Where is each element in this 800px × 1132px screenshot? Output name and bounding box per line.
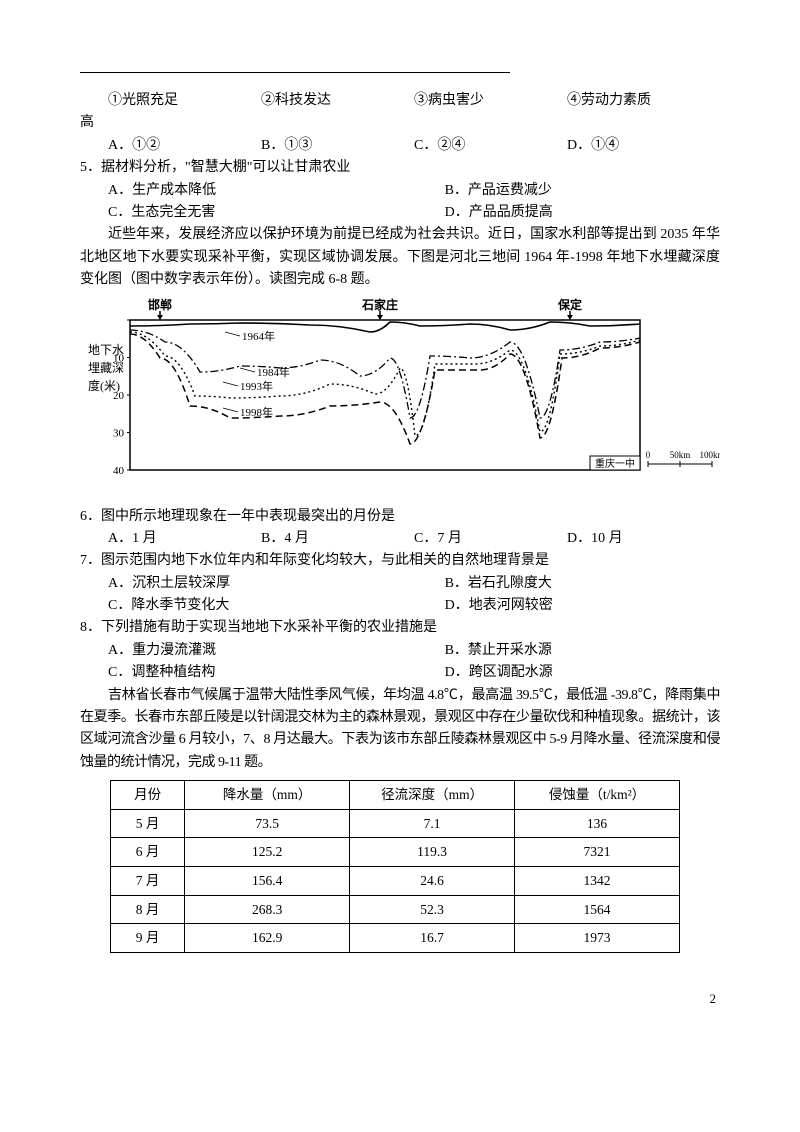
- q8-row2: C．调整种植结构 D．跨区调配水源: [80, 662, 720, 684]
- table-cell: 1564: [515, 895, 680, 924]
- svg-text:50km: 50km: [670, 450, 691, 460]
- q8-opt-a: A．重力漫流灌溉: [108, 640, 445, 662]
- q4-opt-b: B．①③: [261, 135, 414, 157]
- table-header-cell: 降水量（mm）: [185, 781, 350, 810]
- table-header-row: 月份降水量（mm）径流深度（mm）侵蚀量（t/km²）: [111, 781, 680, 810]
- table-cell: 136: [515, 809, 680, 838]
- q6-opt-c: C．7 月: [414, 528, 567, 550]
- q7-opt-b: B．岩石孔隙度大: [445, 573, 720, 595]
- circled-4: ④劳动力素质: [567, 90, 720, 112]
- q8-opt-c: C．调整种植结构: [108, 662, 445, 684]
- table-cell: 1342: [515, 866, 680, 895]
- svg-text:1998年: 1998年: [240, 405, 273, 419]
- svg-text:重庆一中: 重庆一中: [595, 457, 635, 470]
- q4-opt-a: A．①②: [108, 135, 261, 157]
- q7-title: 7．图示范围内地下水位年内和年际变化均较大，与此相关的自然地理背景是: [80, 550, 720, 572]
- q8-row1: A．重力漫流灌溉 B．禁止开采水源: [80, 640, 720, 662]
- table-cell: 119.3: [350, 838, 515, 867]
- passage-1: 近些年来，发展经济应以保护环境为前提已经成为社会共识。近日，国家水利部等提出到 …: [80, 224, 720, 291]
- table-cell: 1973: [515, 924, 680, 953]
- q4-opt-d: D．①④: [567, 135, 720, 157]
- q8-opt-d: D．跨区调配水源: [445, 662, 720, 684]
- circled-1: ①光照充足: [108, 90, 261, 112]
- circled-options: ①光照充足 ②科技发达 ③病虫害少 ④劳动力素质: [80, 90, 720, 112]
- q4-opt-c: C．②④: [414, 135, 567, 157]
- table-cell: 7321: [515, 838, 680, 867]
- table-cell: 125.2: [185, 838, 350, 867]
- circled-3: ③病虫害少: [414, 90, 567, 112]
- table-cell: 8 月: [111, 895, 185, 924]
- table-row: 6 月125.2119.37321: [111, 838, 680, 867]
- svg-text:度(米): 度(米): [88, 378, 120, 393]
- svg-text:地下水: 地下水: [88, 343, 124, 357]
- table-cell: 52.3: [350, 895, 515, 924]
- q7-opt-a: A．沉积土层较深厚: [108, 573, 445, 595]
- svg-text:保定: 保定: [557, 298, 582, 312]
- table-header-cell: 月份: [111, 781, 185, 810]
- page-number: 2: [80, 989, 720, 1010]
- q4-options: A．①② B．①③ C．②④ D．①④: [80, 135, 720, 157]
- q7-opt-d: D．地表河网较密: [445, 595, 720, 617]
- q6-opt-b: B．4 月: [261, 528, 414, 550]
- q8-opt-b: B．禁止开采水源: [445, 640, 720, 662]
- table-cell: 268.3: [185, 895, 350, 924]
- circled-4-cont: 高: [80, 112, 720, 134]
- top-rule: [80, 72, 510, 73]
- q6-opt-a: A．1 月: [108, 528, 261, 550]
- q5-row2: C．生态完全无害 D．产品品质提高: [80, 202, 720, 224]
- table-cell: 16.7: [350, 924, 515, 953]
- svg-text:100km: 100km: [699, 450, 720, 460]
- q5-title: 5．据材料分析，"智慧大棚"可以让甘肃农业: [80, 157, 720, 179]
- passage-2: 吉林省长春市气候属于温带大陆性季风气候，年均温 4.8℃，最高温 39.5℃，最…: [80, 685, 720, 775]
- q5-opt-b: B．产品运费减少: [445, 180, 720, 202]
- svg-text:40: 40: [113, 465, 125, 477]
- table-cell: 162.9: [185, 924, 350, 953]
- table-row: 5 月73.57.1136: [111, 809, 680, 838]
- svg-text:1993年: 1993年: [240, 379, 273, 393]
- q6-opt-d: D．10 月: [567, 528, 720, 550]
- q7-row2: C．降水季节变化大 D．地表河网较密: [80, 595, 720, 617]
- table-cell: 6 月: [111, 838, 185, 867]
- q5-opt-d: D．产品品质提高: [445, 202, 720, 224]
- svg-text:30: 30: [113, 427, 125, 439]
- table-body: 5 月73.57.11366 月125.2119.373217 月156.424…: [111, 809, 680, 952]
- table-header-cell: 侵蚀量（t/km²）: [515, 781, 680, 810]
- q7-row1: A．沉积土层较深厚 B．岩石孔隙度大: [80, 573, 720, 595]
- table-cell: 7 月: [111, 866, 185, 895]
- table-row: 8 月268.352.31564: [111, 895, 680, 924]
- table-cell: 73.5: [185, 809, 350, 838]
- table-header-cell: 径流深度（mm）: [350, 781, 515, 810]
- svg-text:0: 0: [646, 450, 651, 460]
- table-row: 7 月156.424.61342: [111, 866, 680, 895]
- groundwater-chart: 10203040地下水埋藏深度(米)邯郸石家庄保定1964年1984年1993年…: [80, 298, 720, 488]
- table-cell: 156.4: [185, 866, 350, 895]
- table-cell: 7.1: [350, 809, 515, 838]
- q8-title: 8．下列措施有助于实现当地地下水采补平衡的农业措施是: [80, 617, 720, 639]
- page-content: ①光照充足 ②科技发达 ③病虫害少 ④劳动力素质 高 A．①② B．①③ C．②…: [80, 90, 720, 1010]
- svg-text:1964年: 1964年: [242, 329, 275, 343]
- svg-text:1984年: 1984年: [257, 365, 290, 379]
- q6-title: 6．图中所示地理现象在一年中表现最突出的月份是: [80, 506, 720, 528]
- svg-text:石家庄: 石家庄: [361, 298, 398, 312]
- q6-options: A．1 月 B．4 月 C．7 月 D．10 月: [80, 528, 720, 550]
- table-row: 9 月162.916.71973: [111, 924, 680, 953]
- table-cell: 5 月: [111, 809, 185, 838]
- table-cell: 9 月: [111, 924, 185, 953]
- table-cell: 24.6: [350, 866, 515, 895]
- svg-text:埋藏深: 埋藏深: [88, 361, 124, 375]
- circled-2: ②科技发达: [261, 90, 414, 112]
- svg-text:邯郸: 邯郸: [148, 298, 172, 312]
- q5-opt-c: C．生态完全无害: [108, 202, 445, 224]
- q5-row1: A．生产成本降低 B．产品运费减少: [80, 180, 720, 202]
- q5-opt-a: A．生产成本降低: [108, 180, 445, 202]
- q7-opt-c: C．降水季节变化大: [108, 595, 445, 617]
- data-table: 月份降水量（mm）径流深度（mm）侵蚀量（t/km²） 5 月73.57.113…: [110, 780, 680, 953]
